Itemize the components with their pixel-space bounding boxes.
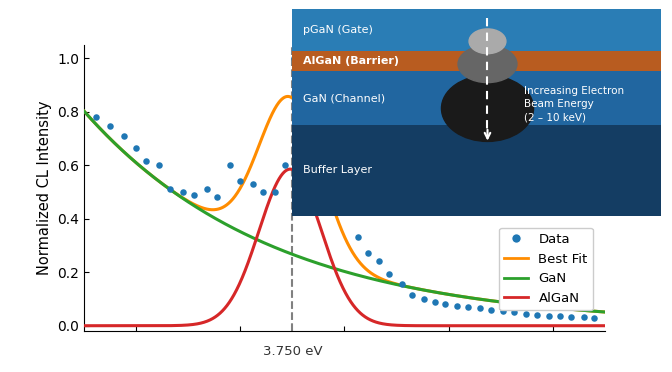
Text: 3.750 eV: 3.750 eV (263, 345, 322, 358)
Y-axis label: Normalized CL Intensity: Normalized CL Intensity (36, 100, 52, 275)
Point (269, 189, 280, 195)
Point (374, 259, 384, 264)
Ellipse shape (469, 29, 506, 54)
FancyBboxPatch shape (292, 71, 661, 125)
Point (554, 313, 565, 319)
Point (118, 133, 129, 139)
Point (474, 305, 485, 311)
Point (509, 310, 519, 315)
Point (589, 315, 599, 321)
FancyBboxPatch shape (292, 125, 661, 216)
Point (310, 109, 321, 115)
Point (165, 186, 176, 192)
Point (407, 292, 417, 298)
Point (247, 181, 258, 187)
Point (452, 303, 462, 309)
Point (202, 186, 212, 192)
Legend: Data, Best Fit, GaN, AlGaN: Data, Best Fit, GaN, AlGaN (499, 228, 593, 310)
Point (189, 192, 200, 198)
Point (141, 158, 152, 164)
Point (418, 296, 429, 302)
Point (579, 314, 589, 320)
Point (332, 151, 343, 157)
Point (486, 307, 497, 312)
FancyBboxPatch shape (292, 51, 661, 71)
Point (280, 162, 290, 168)
Text: AlGaN (Barrier): AlGaN (Barrier) (303, 56, 399, 66)
Point (384, 270, 394, 276)
Point (363, 250, 374, 256)
FancyBboxPatch shape (292, 9, 661, 51)
Point (497, 308, 508, 314)
Point (154, 162, 165, 168)
Point (212, 194, 222, 200)
Point (396, 281, 407, 287)
Point (342, 181, 353, 187)
Text: Buffer Layer: Buffer Layer (303, 165, 372, 175)
Point (105, 123, 116, 129)
Point (429, 299, 440, 305)
Point (532, 312, 542, 318)
Text: Increasing Electron
Beam Energy
(2 – 10 keV): Increasing Electron Beam Energy (2 – 10 … (524, 86, 624, 122)
Point (566, 314, 577, 320)
Ellipse shape (442, 76, 534, 141)
Point (520, 311, 531, 317)
Point (463, 304, 474, 310)
Point (353, 234, 364, 240)
Point (321, 119, 331, 125)
Point (258, 189, 269, 195)
Point (543, 312, 554, 318)
Text: GaN (Channel): GaN (Channel) (303, 93, 386, 103)
Point (224, 162, 235, 168)
Ellipse shape (458, 45, 517, 83)
Point (91, 114, 102, 120)
Point (235, 178, 246, 184)
Point (300, 77, 310, 83)
Point (131, 145, 142, 151)
Point (177, 189, 188, 195)
Point (289, 55, 300, 61)
Point (440, 301, 451, 307)
Text: pGaN (Gate): pGaN (Gate) (303, 25, 373, 35)
